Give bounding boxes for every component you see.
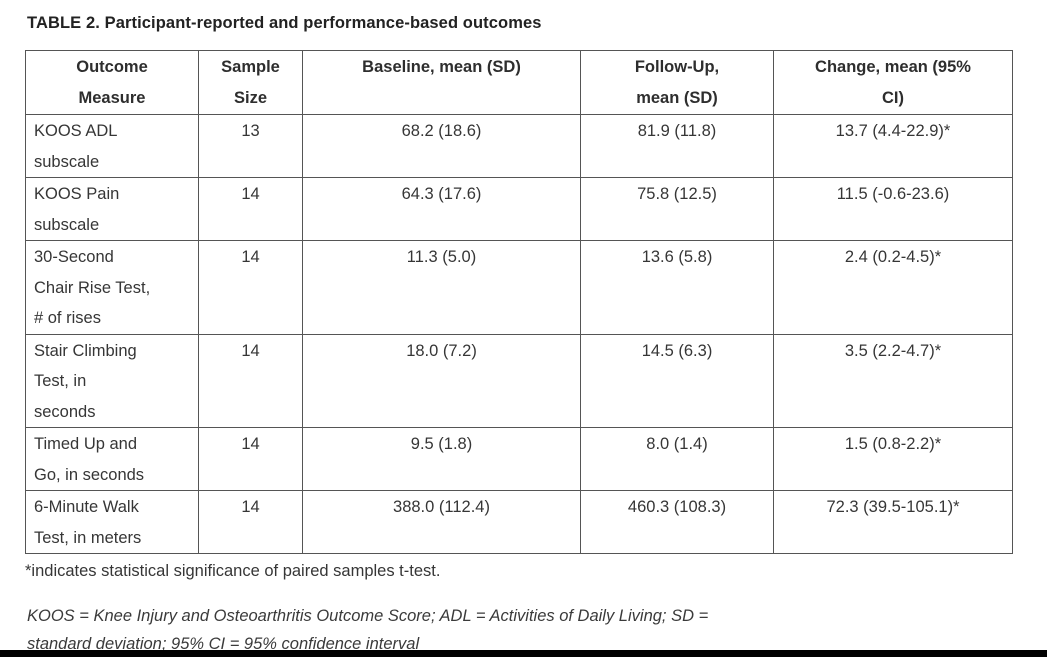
header-sample-size: Sample Size bbox=[198, 50, 303, 115]
cell-baseline: 9.5 (1.8) bbox=[302, 427, 581, 491]
abbreviations-footnote: KOOS = Knee Injury and Osteoarthritis Ou… bbox=[27, 607, 709, 653]
cell-measure: Stair Climbing Test, in seconds bbox=[25, 333, 199, 428]
cell-sample-size: 14 bbox=[198, 490, 303, 554]
cell-follow-up: 13.6 (5.8) bbox=[580, 240, 774, 335]
cell-baseline: 64.3 (17.6) bbox=[302, 177, 581, 241]
header-outcome-measure: Outcome Measure bbox=[25, 50, 199, 115]
cell-sample-size: 14 bbox=[198, 333, 303, 428]
cell-measure: 30-Second Chair Rise Test, # of rises bbox=[25, 240, 199, 335]
cell-sample-size: 14 bbox=[198, 240, 303, 335]
cell-follow-up: 460.3 (108.3) bbox=[580, 490, 774, 554]
cell-baseline: 11.3 (5.0) bbox=[302, 240, 581, 335]
cell-change: 11.5 (-0.6-23.6) bbox=[773, 177, 1013, 241]
header-baseline: Baseline, mean (SD) bbox=[302, 50, 581, 115]
cell-baseline: 18.0 (7.2) bbox=[302, 333, 581, 428]
cell-measure: KOOS Pain subscale bbox=[25, 177, 199, 241]
header-change: Change, mean (95% CI) bbox=[773, 50, 1013, 115]
cell-measure: 6-Minute Walk Test, in meters bbox=[25, 490, 199, 554]
cell-change: 13.7 (4.4-22.9)* bbox=[773, 114, 1013, 178]
cell-change: 2.4 (0.2-4.5)* bbox=[773, 240, 1013, 335]
cell-follow-up: 81.9 (11.8) bbox=[580, 114, 774, 178]
cell-follow-up: 8.0 (1.4) bbox=[580, 427, 774, 491]
table-row: KOOS Pain subscale 14 64.3 (17.6) 75.8 (… bbox=[25, 177, 1013, 241]
cell-baseline: 68.2 (18.6) bbox=[302, 114, 581, 178]
cell-baseline: 388.0 (112.4) bbox=[302, 490, 581, 554]
table-header-row: Outcome Measure Sample Size Baseline, me… bbox=[25, 50, 1013, 115]
table-row: Stair Climbing Test, in seconds 14 18.0 … bbox=[25, 333, 1013, 428]
cell-follow-up: 14.5 (6.3) bbox=[580, 333, 774, 428]
table-caption: TABLE 2. Participant-reported and perfor… bbox=[27, 14, 542, 32]
cell-measure: KOOS ADL subscale bbox=[25, 114, 199, 178]
cell-change: 72.3 (39.5-105.1)* bbox=[773, 490, 1013, 554]
table-row: 30-Second Chair Rise Test, # of rises 14… bbox=[25, 240, 1013, 335]
table-row: Timed Up and Go, in seconds 14 9.5 (1.8)… bbox=[25, 427, 1013, 491]
cell-change: 1.5 (0.8-2.2)* bbox=[773, 427, 1013, 491]
cell-change: 3.5 (2.2-4.7)* bbox=[773, 333, 1013, 428]
table-row: 6-Minute Walk Test, in meters 14 388.0 (… bbox=[25, 490, 1013, 554]
cell-follow-up: 75.8 (12.5) bbox=[580, 177, 774, 241]
cell-measure: Timed Up and Go, in seconds bbox=[25, 427, 199, 491]
significance-footnote: *indicates statistical significance of p… bbox=[25, 562, 441, 580]
header-follow-up: Follow-Up, mean (SD) bbox=[580, 50, 774, 115]
outcomes-table: Outcome Measure Sample Size Baseline, me… bbox=[25, 50, 1013, 554]
cell-sample-size: 13 bbox=[198, 114, 303, 178]
cell-sample-size: 14 bbox=[198, 177, 303, 241]
bottom-divider-rule bbox=[0, 650, 1047, 657]
cell-sample-size: 14 bbox=[198, 427, 303, 491]
table-row: KOOS ADL subscale 13 68.2 (18.6) 81.9 (1… bbox=[25, 114, 1013, 178]
